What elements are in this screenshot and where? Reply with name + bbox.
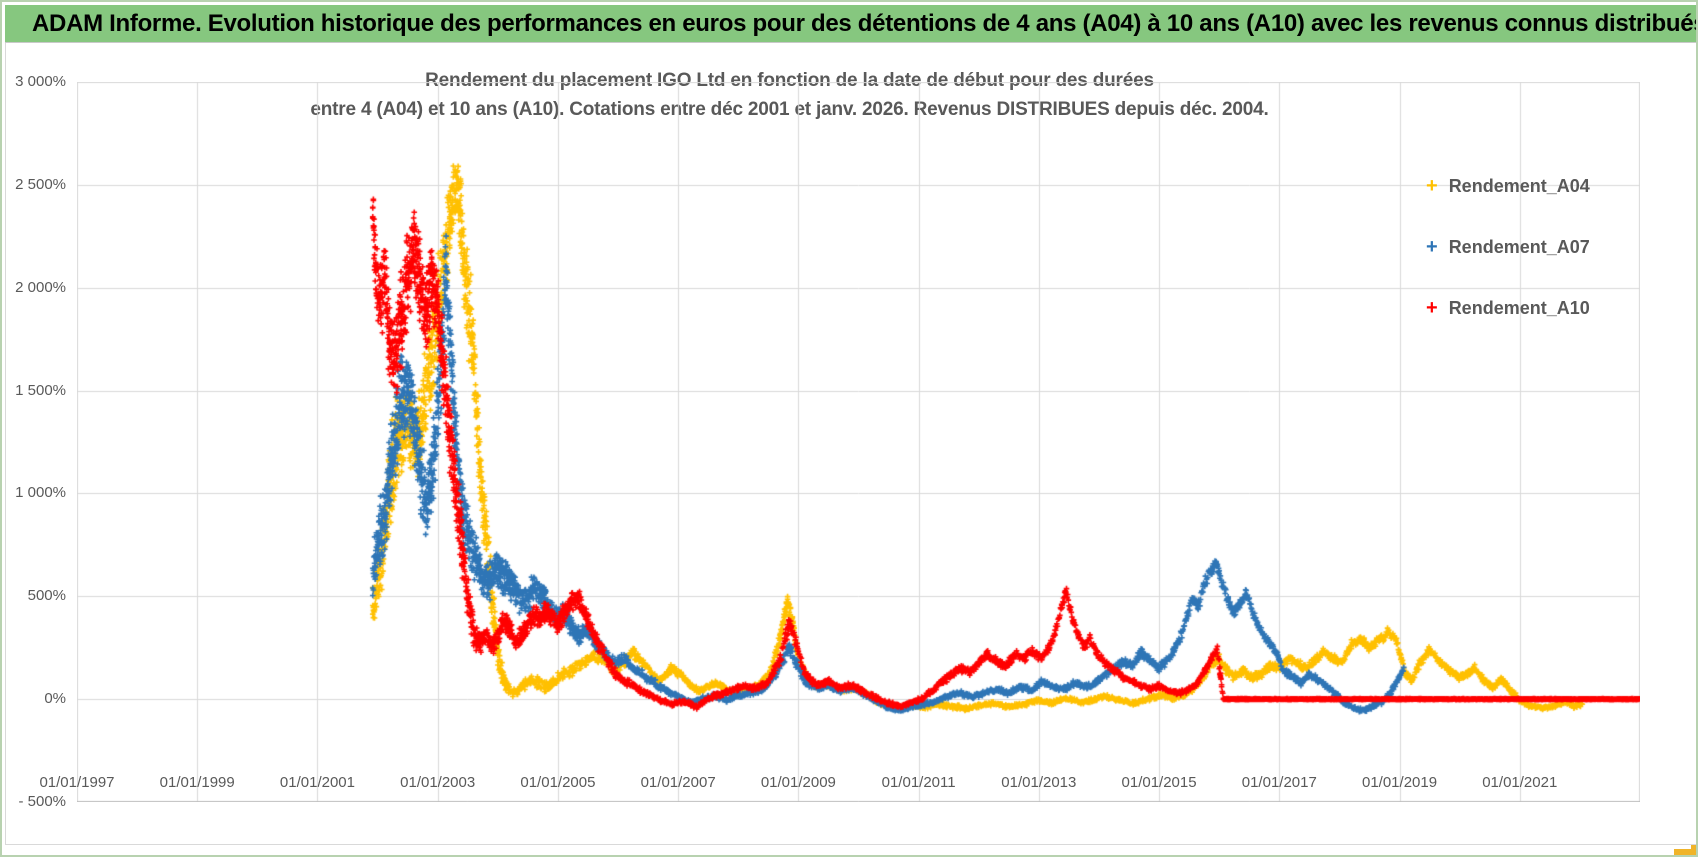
header-bar: ADAM Informe. Evolution historique des p… <box>5 5 1696 43</box>
x-tick-label: 01/01/2003 <box>400 774 476 791</box>
plus-marker-icon: + <box>1426 175 1438 197</box>
y-tick-label: 500% <box>27 587 66 605</box>
y-tick-label: 2 000% <box>15 278 66 296</box>
x-tick-label: 01/01/2015 <box>1121 774 1197 791</box>
plus-marker-icon: + <box>1426 236 1438 258</box>
legend-label: Rendement_A04 <box>1448 175 1590 196</box>
x-tick-label: 01/01/2017 <box>1241 774 1317 791</box>
x-tick-label: 01/01/2007 <box>640 774 716 791</box>
y-tick-label: 2 500% <box>15 175 66 193</box>
x-tick-label: 01/01/1997 <box>39 774 115 791</box>
header-title: ADAM Informe. Evolution historique des p… <box>32 9 1698 37</box>
legend-item-rendement-a10[interactable]: + Rendement_A10 <box>1426 296 1590 320</box>
y-tick-label: 0% <box>44 690 66 708</box>
legend-item-rendement-a04[interactable]: + Rendement_A04 <box>1426 174 1590 198</box>
y-tick-label: 3 000% <box>15 73 66 90</box>
plot-area-canvas[interactable] <box>77 82 1640 802</box>
legend-item-rendement-a07[interactable]: + Rendement_A07 <box>1426 235 1590 259</box>
x-tick-label: 01/01/1999 <box>159 774 235 791</box>
x-tick-label: 01/01/2005 <box>520 774 596 791</box>
legend-label: Rendement_A07 <box>1448 236 1590 257</box>
y-tick-label: - 500% <box>18 793 66 810</box>
x-tick-label: 01/01/2011 <box>881 774 956 791</box>
y-tick-label: 1 500% <box>15 381 66 399</box>
x-tick-label: 01/01/2009 <box>760 774 836 791</box>
x-tick-label: 01/01/2013 <box>1001 774 1077 791</box>
plus-marker-icon: + <box>1426 297 1438 319</box>
accent-corner-bottom-right-h <box>1674 849 1696 855</box>
x-tick-label: 01/01/2001 <box>279 774 355 791</box>
legend-label: Rendement_A10 <box>1448 297 1590 318</box>
chart-legend: + Rendement_A04 + Rendement_A07 + Rendem… <box>1426 174 1590 320</box>
y-tick-label: 1 000% <box>15 484 66 502</box>
x-tick-label: 01/01/2019 <box>1361 774 1438 791</box>
x-tick-label: 01/01/2021 <box>1482 774 1558 791</box>
